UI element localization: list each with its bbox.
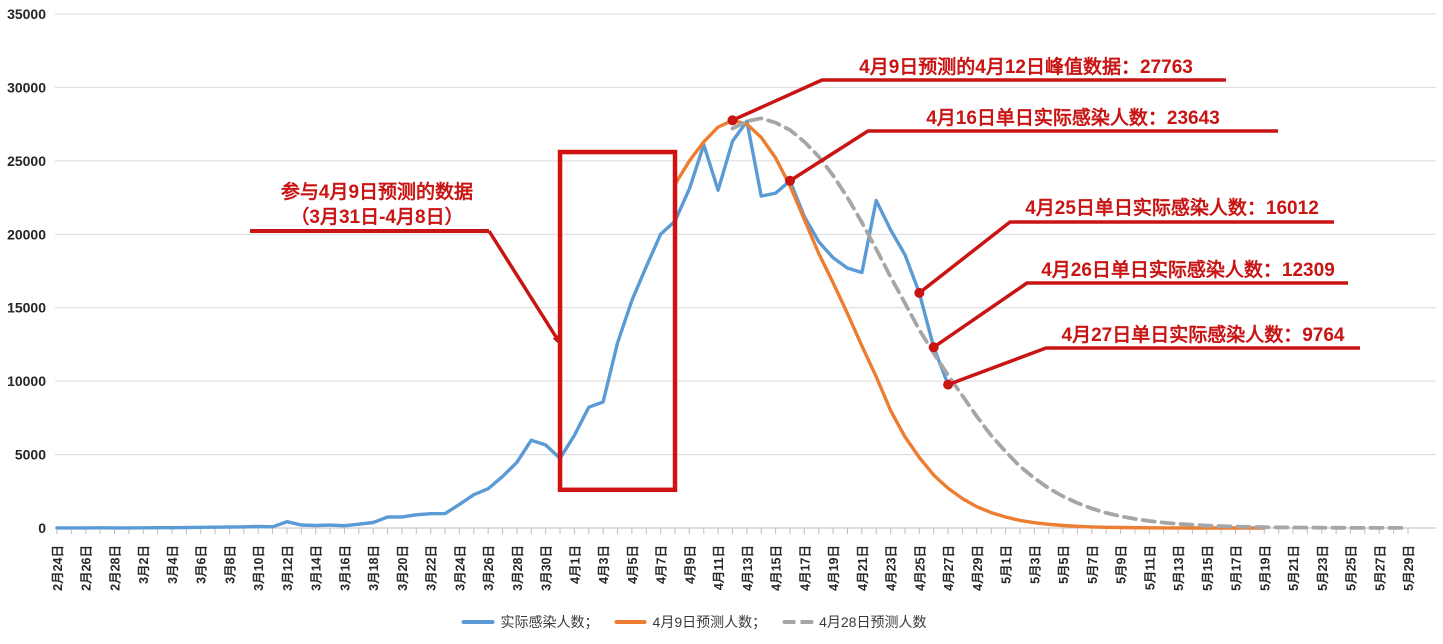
x-axis-label: 5月21日	[1287, 545, 1301, 591]
highlight-leader-line	[487, 230, 558, 338]
x-axis-label: 5月19日	[1258, 545, 1272, 591]
x-axis-label: 2月24日	[51, 545, 65, 591]
legend-swatch-actual-line	[461, 619, 495, 625]
legend-label-actual: 实际感染人数；	[500, 614, 599, 630]
x-axis-label: 3月22日	[425, 545, 439, 591]
legend-label-apr9-forecast: 4月9日预测人数；	[652, 614, 767, 630]
annotation-text-0: 4月9日预测的4月12日峰值数据：27763	[859, 55, 1193, 78]
x-axis-label: 3月20日	[396, 545, 410, 591]
x-axis-label: 4月11日	[712, 545, 726, 590]
x-axis-label: 4月5日	[626, 545, 640, 584]
y-axis-label: 15000	[7, 300, 46, 316]
x-axis-label: 3月6日	[195, 545, 209, 584]
x-axis-label: 3月14日	[310, 545, 324, 591]
x-axis-label: 5月27日	[1373, 545, 1387, 591]
y-axis-label: 30000	[7, 79, 46, 95]
annotation-text-3: 4月26日单日实际感染人数：12309	[1041, 258, 1335, 281]
legend-item-actual: 实际感染人数；	[461, 612, 599, 632]
legend-swatch-apr9-line	[614, 619, 647, 625]
x-axis-label: 4月27日	[942, 545, 956, 591]
y-axis-label: 0	[38, 520, 46, 536]
annotation-point-marker-2	[914, 287, 925, 298]
x-axis-label: 3月30日	[540, 545, 554, 591]
x-axis-label: 3月4日	[166, 545, 180, 584]
series-line-2	[730, 116, 1410, 530]
x-axis-label: 3月18日	[367, 545, 381, 591]
x-axis-label: 5月29日	[1402, 545, 1416, 591]
annotation-leader-4	[947, 346, 1360, 387]
x-axis-label: 2月26日	[80, 545, 94, 591]
legend-item-apr9-forecast: 4月9日预测人数；	[614, 612, 767, 632]
x-axis-label: 2月28日	[108, 545, 122, 591]
x-axis-label: 4月7日	[655, 545, 669, 584]
annotation-point-marker-4	[943, 379, 954, 390]
highlight-box	[557, 149, 678, 493]
highlight-leader-arrowhead	[552, 333, 562, 347]
highlight-label-line1: 参与4月9日预测的数据	[281, 180, 473, 203]
series-line-1	[673, 118, 1267, 530]
y-axis-label: 20000	[7, 226, 46, 242]
x-axis-label: 3月26日	[482, 545, 496, 591]
y-axis-label: 35000	[7, 6, 46, 22]
x-axis-label: 3月16日	[338, 545, 352, 591]
x-axis-label: 5月13日	[1172, 545, 1186, 591]
x-axis-label: 4月21日	[856, 545, 870, 591]
legend-item-apr28-forecast: 4月28日预测人数	[782, 612, 926, 632]
annotation-text-2: 4月25日单日实际感染人数：16012	[1025, 196, 1319, 219]
highlight-label-line2: （3月31日-4月8日）	[290, 205, 463, 228]
x-axis-label: 4月3日	[597, 545, 611, 584]
x-axis-label: 4月29日	[971, 545, 985, 591]
y-axis-label: 5000	[15, 447, 46, 463]
x-axis-label: 4月19日	[827, 545, 841, 591]
x-axis-label: 3月8日	[223, 545, 237, 584]
annotation-point-marker-1	[784, 175, 795, 186]
x-axis-label: 3月10日	[252, 545, 266, 591]
chart-legend: 实际感染人数； 4月9日预测人数； 4月28日预测人数	[461, 612, 926, 632]
y-axis-label: 10000	[7, 373, 46, 389]
x-axis-label: 5月5日	[1057, 545, 1071, 584]
x-axis-label: 4月13日	[741, 545, 755, 591]
x-axis-label: 3月2日	[137, 545, 151, 584]
x-axis-label: 3月28日	[511, 545, 525, 591]
annotation-point-marker-0	[727, 115, 738, 126]
x-axis-label: 5月9日	[1115, 545, 1129, 584]
x-axis-label: 5月11日	[1143, 545, 1157, 590]
series-line-0	[55, 119, 950, 530]
annotation-leader-2	[918, 220, 1334, 295]
x-axis-label: 5月7日	[1086, 545, 1100, 584]
x-axis-label: 5月23日	[1316, 545, 1330, 591]
x-axis-label: 4月17日	[798, 545, 812, 591]
y-axis-label: 25000	[7, 153, 46, 169]
annotation-point-marker-3	[928, 342, 939, 353]
x-axis-label: 4月1日	[568, 545, 582, 584]
x-axis-label: 5月25日	[1345, 545, 1359, 591]
annotation-leader-0	[731, 78, 1226, 122]
x-axis-label: 5月15日	[1201, 545, 1215, 591]
x-axis-label: 3月24日	[453, 545, 467, 591]
x-axis-label: 4月15日	[770, 545, 784, 591]
x-axis-label: 5月17日	[1230, 545, 1244, 591]
legend-label-apr28-forecast: 4月28日预测人数	[819, 614, 927, 630]
annotation-text-4: 4月27日单日实际感染人数：9764	[1062, 323, 1345, 346]
annotation-leader-3	[932, 281, 1348, 349]
x-axis-label: 4月25日	[913, 545, 927, 591]
annotation-text-1: 4月16日单日实际感染人数：23643	[926, 106, 1220, 129]
x-axis-label: 4月23日	[885, 545, 899, 591]
x-axis-label: 4月9日	[683, 545, 697, 584]
x-axis-label: 5月3日	[1028, 545, 1042, 584]
annotation-leader-1	[789, 129, 1278, 183]
x-axis-label: 5月1日	[1000, 545, 1014, 584]
legend-swatch-apr28-dashed-line	[782, 619, 814, 625]
x-axis-label: 3月12日	[281, 545, 295, 591]
